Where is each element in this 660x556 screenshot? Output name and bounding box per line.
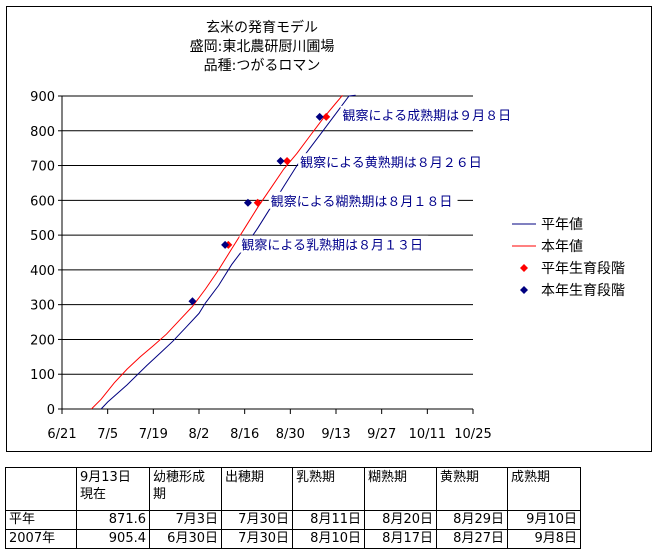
- annotation-bg: [239, 235, 429, 253]
- table-cell: 7月3日: [149, 510, 222, 530]
- table-cell: 8月11日: [292, 510, 365, 530]
- table-cell: 6月30日: [149, 529, 222, 549]
- table-header-cell: 出穂期: [221, 467, 293, 511]
- x-tick-label: 9/13: [321, 427, 350, 442]
- y-tick-label: 300: [30, 299, 55, 314]
- table-header-cell: 9月13日 現在: [76, 467, 150, 511]
- table-header-cell: 乳熟期: [292, 467, 365, 511]
- stage-marker: [188, 297, 197, 306]
- series-line: [100, 94, 356, 410]
- table-cell: 8月20日: [364, 510, 437, 530]
- x-tick-label: 7/19: [139, 427, 168, 442]
- y-tick-label: 500: [30, 229, 55, 244]
- annotation-text: 観察による糊熟期は８月１８日: [271, 194, 453, 210]
- y-tick-label: 700: [30, 160, 55, 175]
- y-tick-label: 0: [47, 403, 55, 418]
- chart-title-line: 玄米の発育モデル: [206, 19, 318, 36]
- stage-marker: [283, 157, 292, 166]
- legend-label: 平年生育段階: [541, 261, 625, 277]
- x-tick-label: 10/11: [409, 427, 446, 442]
- y-tick-label: 100: [30, 368, 55, 383]
- y-tick-label: 200: [30, 333, 55, 348]
- table-cell: 8月17日: [364, 529, 437, 549]
- legend-label: 本年値: [541, 239, 583, 255]
- annotation-text: 観察による成熟期は９月８日: [343, 108, 512, 124]
- stats-table: 9月13日 現在 幼穂形成期出穂期 乳熟期 糊熟期 黄熟期 成熟期 平年 871.6 7月3日 7月…: [5, 467, 581, 549]
- table-cell: 9月10日: [507, 510, 581, 530]
- x-tick-label: 8/16: [230, 427, 259, 442]
- stage-marker: [276, 157, 285, 166]
- table-row-label: 平年: [5, 510, 77, 530]
- y-tick-label: 800: [30, 125, 55, 140]
- table-header-cell: 幼穂形成期: [149, 467, 222, 511]
- x-tick-label: 8/2: [189, 427, 210, 442]
- table-header-row: 9月13日 現在 幼穂形成期出穂期 乳熟期 糊熟期 黄熟期 成熟期: [5, 467, 581, 511]
- y-tick-label: 400: [30, 264, 55, 279]
- table-cell: 9月8日: [507, 529, 581, 549]
- table-row-label: 2007年: [5, 529, 77, 549]
- x-tick-label: 8/30: [276, 427, 305, 442]
- table-header-cell: 成熟期: [507, 467, 581, 511]
- table-row: 平年 871.6 7月3日 7月30日 8月11日 8月20日 8月29日 9月10日: [5, 510, 581, 530]
- table-header-cell: 黄熟期: [436, 467, 508, 511]
- table-cell: 871.6: [76, 510, 150, 530]
- legend-swatch-marker: [520, 264, 528, 272]
- table-cell: 8月29日: [436, 510, 508, 530]
- legend-swatch-marker: [520, 286, 528, 294]
- table-cell: 7月30日: [221, 510, 293, 530]
- table-cell: 7月30日: [221, 529, 293, 549]
- stage-marker: [315, 112, 324, 121]
- annotation-bg: [268, 191, 458, 209]
- annotation-bg: [298, 153, 487, 171]
- legend-label: 本年生育段階: [541, 283, 625, 299]
- y-tick-label: 900: [30, 90, 55, 105]
- annotation-text: 観察による黄熟期は８月２６日: [300, 155, 482, 171]
- x-tick-label: 9/27: [367, 427, 396, 442]
- chart-frame: 玄米の発育モデル盛岡:東北農研厨川圃場 品種:つがるロマン 0 100 200 300 40…: [6, 6, 652, 452]
- table-cell: 8月27日: [436, 529, 508, 549]
- table-header-cell: [5, 467, 77, 511]
- stage-marker: [253, 198, 262, 207]
- y-tick-label: 600: [30, 194, 55, 209]
- x-tick-label: 10/25: [454, 427, 491, 442]
- table-header-cell: 糊熟期: [364, 467, 437, 511]
- stage-marker: [322, 112, 331, 121]
- stage-marker: [221, 240, 230, 249]
- table-cell: 8月10日: [292, 529, 365, 549]
- annotation-text: 観察による乳熟期は８月１３日: [241, 238, 423, 254]
- annotation-bg: [340, 105, 517, 123]
- chart-title-line: 品種:つがるロマン: [204, 58, 321, 74]
- x-tick-label: 6/21: [47, 427, 76, 442]
- x-tick-label: 7/5: [97, 427, 118, 442]
- table-cell: 905.4: [76, 529, 150, 549]
- chart-title-line: 盛岡:東北農研厨川圃場: [190, 39, 335, 55]
- legend-label: 平年値: [541, 217, 583, 233]
- table-row: 2007年 905.4 6月30日 7月30日 8月10日 8月17日 8月27日 9月8日: [5, 529, 581, 549]
- stage-marker: [243, 198, 252, 207]
- series-line: [91, 94, 343, 410]
